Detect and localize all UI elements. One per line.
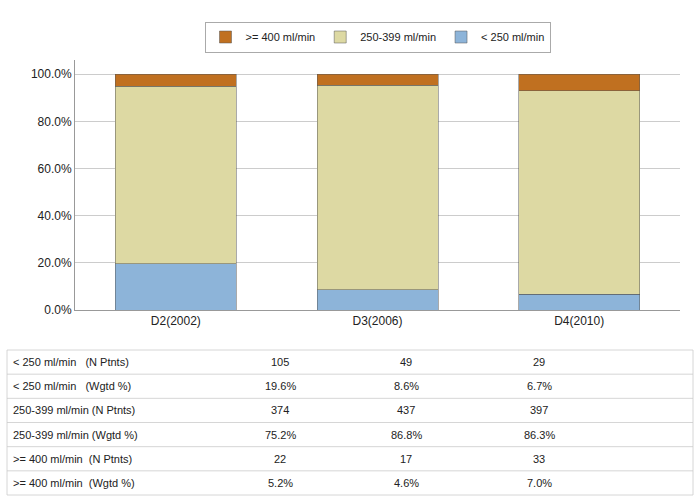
svg-text:< 250 ml/min: < 250 ml/min bbox=[481, 31, 544, 43]
svg-text:86.8%: 86.8% bbox=[391, 429, 422, 441]
svg-text:437: 437 bbox=[397, 404, 415, 416]
svg-text:374: 374 bbox=[271, 404, 289, 416]
svg-text:33: 33 bbox=[533, 453, 545, 465]
svg-text:19.6%: 19.6% bbox=[265, 380, 296, 392]
svg-text:80.0%: 80.0% bbox=[38, 115, 72, 129]
svg-text:< 250 ml/min (Wgtd %): < 250 ml/min (Wgtd %) bbox=[13, 380, 131, 392]
svg-text:4.6%: 4.6% bbox=[394, 477, 419, 489]
svg-text:>= 400 ml/min (Wgtd %): >= 400 ml/min (Wgtd %) bbox=[13, 477, 135, 489]
svg-text:D4(2010): D4(2010) bbox=[554, 314, 604, 328]
svg-text:D3(2006): D3(2006) bbox=[352, 314, 402, 328]
svg-text:D2(2002): D2(2002) bbox=[151, 314, 201, 328]
svg-text:86.3%: 86.3% bbox=[524, 429, 555, 441]
svg-text:250-399 ml/min (N Ptnts): 250-399 ml/min (N Ptnts) bbox=[13, 404, 135, 416]
svg-text:100.0%: 100.0% bbox=[31, 67, 72, 81]
svg-text:>= 400 ml/min: >= 400 ml/min bbox=[246, 31, 316, 43]
svg-text:250-399 ml/min (Wgtd %): 250-399 ml/min (Wgtd %) bbox=[13, 429, 138, 441]
svg-text:75.2%: 75.2% bbox=[265, 429, 296, 441]
svg-text:6.7%: 6.7% bbox=[527, 380, 552, 392]
svg-text:29: 29 bbox=[533, 356, 545, 368]
svg-text:17: 17 bbox=[400, 453, 412, 465]
svg-text:< 250 ml/min (N Ptnts): < 250 ml/min (N Ptnts) bbox=[13, 356, 129, 368]
svg-text:397: 397 bbox=[530, 404, 548, 416]
svg-text:22: 22 bbox=[274, 453, 286, 465]
svg-text:20.0%: 20.0% bbox=[38, 256, 72, 270]
svg-text:5.2%: 5.2% bbox=[268, 477, 293, 489]
svg-text:>= 400 ml/min (N Ptnts): >= 400 ml/min (N Ptnts) bbox=[13, 453, 132, 465]
svg-text:7.0%: 7.0% bbox=[527, 477, 552, 489]
svg-text:8.6%: 8.6% bbox=[394, 380, 419, 392]
svg-text:0.0%: 0.0% bbox=[44, 303, 72, 317]
svg-text:250-399 ml/min: 250-399 ml/min bbox=[360, 31, 436, 43]
svg-text:105: 105 bbox=[271, 356, 289, 368]
svg-text:40.0%: 40.0% bbox=[38, 209, 72, 223]
svg-text:60.0%: 60.0% bbox=[38, 162, 72, 176]
svg-text:49: 49 bbox=[400, 356, 412, 368]
